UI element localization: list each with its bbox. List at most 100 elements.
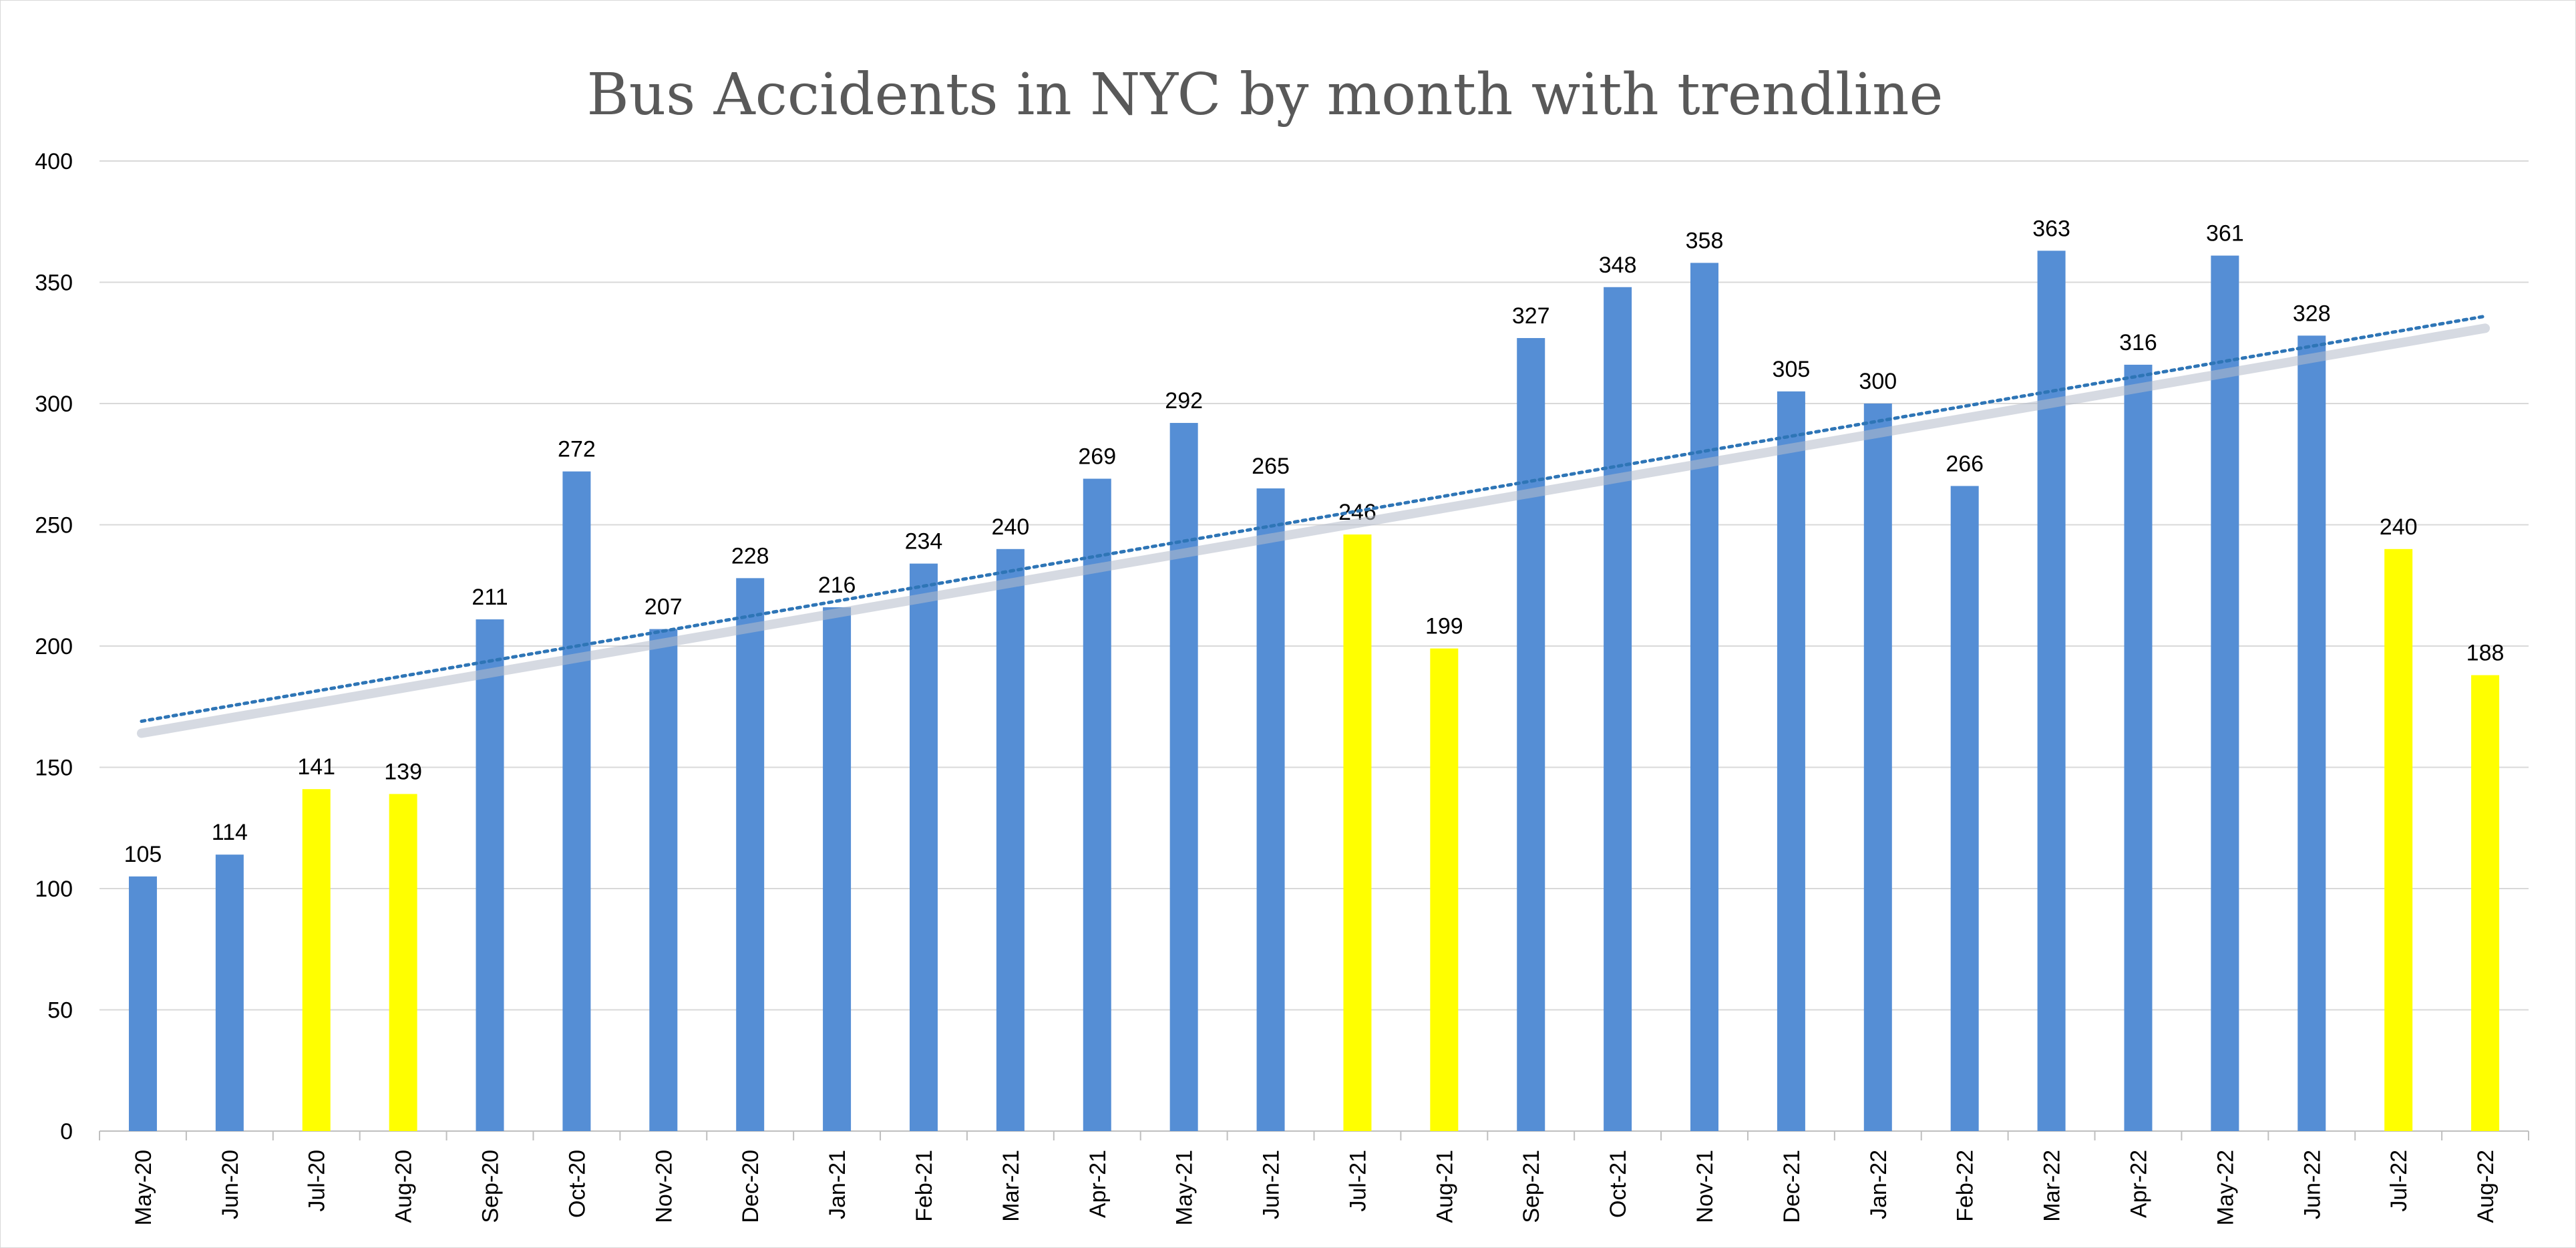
y-tick-label: 200	[35, 634, 73, 659]
data-label-Mar-21: 240	[992, 514, 1030, 540]
bar-Sep-21	[1517, 337, 1545, 1131]
y-tick-label: 400	[35, 149, 73, 174]
x-tick-label: Apr-22	[2126, 1150, 2151, 1218]
bar-Nov-20	[649, 629, 678, 1131]
data-label-Apr-21: 269	[1078, 444, 1116, 470]
y-tick-label: 300	[35, 392, 73, 417]
bar-Feb-22	[1950, 486, 1979, 1131]
x-tick-label: May-22	[2213, 1150, 2238, 1225]
x-tick-label: Aug-22	[2473, 1150, 2499, 1223]
data-label-Sep-21: 327	[1512, 303, 1550, 329]
x-tick-label: Mar-21	[998, 1150, 1024, 1222]
data-label-Aug-21: 199	[1425, 614, 1463, 639]
y-tick-label: 0	[60, 1119, 73, 1144]
trendline	[136, 314, 2491, 738]
data-label-May-22: 361	[2206, 221, 2244, 247]
x-tick-label: Mar-22	[2040, 1150, 2065, 1222]
bar-Dec-20	[736, 578, 765, 1131]
x-tick-label: Sep-20	[478, 1150, 504, 1223]
x-tick-label: Jan-22	[1866, 1150, 1891, 1219]
bar-Oct-21	[1604, 287, 1632, 1131]
y-tick-label: 350	[35, 271, 73, 296]
x-tick-label: Aug-20	[391, 1150, 417, 1223]
data-label-Oct-20: 272	[558, 437, 596, 462]
bar-Jul-22	[2384, 549, 2413, 1131]
x-tick-label: Apr-21	[1085, 1150, 1111, 1218]
bar-Jun-22	[2297, 335, 2326, 1131]
bar-May-22	[2211, 255, 2239, 1131]
bar-Mar-22	[2037, 251, 2066, 1131]
y-axis-ticks: 0 50 100 150 200 250 300 350 400	[35, 149, 73, 1144]
data-label-Apr-22: 316	[2119, 330, 2157, 355]
data-label-Jun-21: 265	[1252, 454, 1290, 479]
bar-Dec-21	[1777, 391, 1805, 1131]
data-label-Feb-22: 266	[1946, 451, 1984, 476]
bar-Nov-21	[1690, 263, 1719, 1132]
x-tick-label: Feb-21	[912, 1150, 937, 1222]
x-tick-label: Sep-21	[1519, 1150, 1544, 1223]
data-label-Jun-22: 328	[2293, 301, 2331, 326]
trendline-line	[140, 314, 2487, 724]
chart-title: Bus Accidents in NYC by month with trend…	[587, 61, 1944, 128]
x-tick-label: Jun-20	[218, 1150, 243, 1219]
data-label-Aug-20: 139	[384, 759, 422, 784]
bar-May-20	[128, 876, 157, 1131]
data-label-Jul-22: 240	[2380, 514, 2418, 540]
x-tick-label: Jun-22	[2299, 1150, 2325, 1219]
x-tick-label: Feb-22	[1953, 1150, 1978, 1222]
data-label-Oct-21: 348	[1599, 253, 1637, 278]
y-tick-label: 150	[35, 756, 73, 781]
bar-Jul-20	[302, 789, 331, 1131]
bar-Mar-21	[996, 549, 1025, 1131]
data-label-Jul-20: 141	[297, 754, 335, 780]
x-tick-label: Oct-20	[564, 1150, 590, 1218]
x-tick-label: Dec-21	[1779, 1150, 1805, 1223]
bar-Sep-20	[476, 619, 504, 1131]
bar-Jun-20	[215, 854, 244, 1131]
x-tick-label: Aug-21	[1432, 1150, 1457, 1223]
x-tick-label: Jan-21	[825, 1150, 850, 1219]
bar-Aug-22	[2471, 675, 2500, 1131]
bar-Jan-21	[823, 607, 852, 1131]
x-tick-label: Dec-20	[738, 1150, 763, 1223]
bar-Aug-20	[389, 794, 417, 1131]
x-tick-label: Jun-21	[1259, 1150, 1284, 1219]
x-tick-label: Jul-22	[2386, 1150, 2412, 1212]
trendline-shadow	[136, 323, 2491, 738]
data-label-Aug-22: 188	[2466, 641, 2505, 666]
data-label-Feb-21: 234	[905, 529, 943, 555]
bar-Aug-21	[1430, 648, 1459, 1131]
bar-May-21	[1169, 423, 1198, 1131]
data-label-Jun-20: 114	[212, 820, 248, 845]
data-labels: 105 114 141 139 211 272 207 228 216 234 240 269 292 2…	[124, 216, 2505, 867]
data-label-Jan-22: 300	[1859, 369, 1897, 394]
x-tick-label: Nov-20	[651, 1150, 677, 1223]
x-tick-label: Oct-21	[1606, 1150, 1631, 1218]
data-label-May-21: 292	[1165, 388, 1203, 414]
bar-Jan-22	[1863, 404, 1892, 1131]
bar-Feb-21	[909, 563, 938, 1131]
data-label-Dec-20: 228	[731, 543, 769, 569]
data-label-Mar-22: 363	[2032, 216, 2070, 241]
x-tick-label: Nov-21	[1692, 1150, 1718, 1223]
x-tick-label: Jul-20	[305, 1150, 330, 1212]
data-label-Nov-21: 358	[1686, 228, 1724, 253]
data-label-Jan-21: 216	[818, 573, 856, 598]
y-tick-label: 50	[47, 998, 73, 1024]
x-axis-ticks: May-20 Jun-20 Jul-20 Aug-20 Sep-20 Oct-20 Nov-…	[131, 1150, 2499, 1225]
bar-Apr-21	[1083, 478, 1111, 1131]
bar-Oct-20	[562, 471, 591, 1131]
y-tick-label: 100	[35, 877, 73, 902]
bar-Jun-21	[1256, 488, 1285, 1131]
data-label-Dec-21: 305	[1773, 357, 1811, 382]
y-tick-label: 250	[35, 513, 73, 538]
bars	[128, 251, 2500, 1132]
x-tick-label: May-21	[1172, 1150, 1198, 1225]
data-label-Sep-20: 211	[472, 585, 508, 610]
data-label-Nov-20: 207	[645, 595, 683, 620]
gridlines	[99, 160, 2529, 1140]
bar-Apr-22	[2124, 364, 2153, 1132]
bar-Jul-21	[1343, 534, 1372, 1131]
